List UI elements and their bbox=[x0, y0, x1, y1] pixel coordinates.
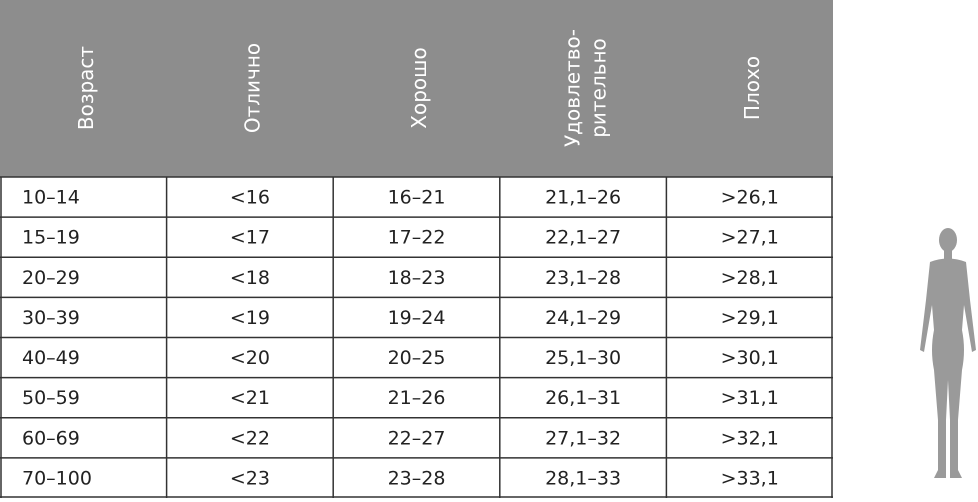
cell-text: 30–39 bbox=[22, 307, 80, 329]
header-text: рительно bbox=[587, 38, 611, 138]
cell-text: >26,1 bbox=[721, 187, 779, 209]
header-text: Хорошо bbox=[407, 47, 431, 128]
cell-text: 21,1–26 bbox=[545, 187, 621, 209]
cell-text: 40–49 bbox=[22, 347, 80, 369]
body-silhouette bbox=[920, 228, 976, 478]
cell-text: 26,1–31 bbox=[545, 387, 621, 409]
cell-text: <17 bbox=[230, 227, 270, 249]
cell-text: 10–14 bbox=[22, 187, 80, 209]
header-background bbox=[0, 0, 833, 177]
cell-text: 50–59 bbox=[22, 387, 80, 409]
cell-text: 19–24 bbox=[388, 307, 446, 329]
cell-text: >28,1 bbox=[721, 267, 779, 289]
cell-text: 23–28 bbox=[388, 467, 446, 489]
cell-text: <21 bbox=[230, 387, 270, 409]
cell-text: >32,1 bbox=[721, 427, 779, 449]
header-text: Удовлетво- bbox=[561, 29, 585, 147]
header-text: Плохо bbox=[740, 56, 764, 120]
cell-text: >33,1 bbox=[721, 467, 779, 489]
cell-text: 25,1–30 bbox=[545, 347, 621, 369]
cell-text: <16 bbox=[230, 187, 270, 209]
cell-text: <22 bbox=[230, 427, 270, 449]
cell-text: 20–25 bbox=[388, 347, 446, 369]
cell-text: 20–29 bbox=[22, 267, 80, 289]
cell-text: 23,1–28 bbox=[545, 267, 621, 289]
header-text: Отлично bbox=[240, 43, 264, 133]
cell-text: 18–23 bbox=[388, 267, 446, 289]
cell-text: >31,1 bbox=[721, 387, 779, 409]
cell-text: 60–69 bbox=[22, 427, 80, 449]
header-text: Возраст bbox=[74, 46, 98, 131]
cell-text: >27,1 bbox=[721, 227, 779, 249]
cell-text: 22–27 bbox=[388, 427, 446, 449]
cell-text: <23 bbox=[230, 467, 270, 489]
cell-text: 22,1–27 bbox=[545, 227, 621, 249]
cell-text: <18 bbox=[230, 267, 270, 289]
cell-text: >29,1 bbox=[721, 307, 779, 329]
cell-text: 21–26 bbox=[388, 387, 446, 409]
cell-text: 70–100 bbox=[22, 467, 92, 489]
cell-text: <20 bbox=[230, 347, 270, 369]
cell-text: <19 bbox=[230, 307, 270, 329]
cell-text: 28,1–33 bbox=[545, 467, 621, 489]
cell-text: 15–19 bbox=[22, 227, 80, 249]
cell-text: 27,1–32 bbox=[545, 427, 621, 449]
cell-text: >30,1 bbox=[721, 347, 779, 369]
cell-text: 17–22 bbox=[388, 227, 446, 249]
cell-text: 24,1–29 bbox=[545, 307, 621, 329]
cell-text: 16–21 bbox=[388, 187, 446, 209]
